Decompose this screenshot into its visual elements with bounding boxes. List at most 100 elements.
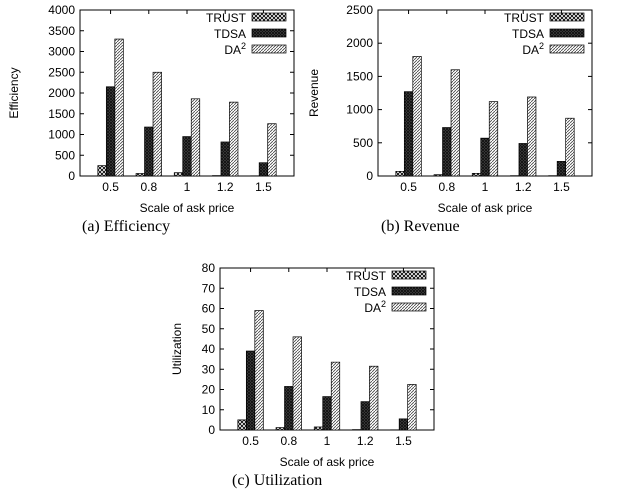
x-tick-label: 1.5 xyxy=(395,434,412,448)
bar-tdsa xyxy=(322,396,332,431)
bar-tdsa xyxy=(245,350,256,431)
x-tick-label: 1 xyxy=(324,434,331,448)
x-tick-label: 1.5 xyxy=(255,180,272,194)
caption-revenue: (b) Revenue xyxy=(381,218,460,235)
y-tick-label: 10 xyxy=(202,403,216,417)
bar-da2 xyxy=(267,123,277,177)
x-tick-label: 0.5 xyxy=(242,434,259,448)
y-tick-label: 30 xyxy=(202,362,216,376)
legend-swatch-da2 xyxy=(549,44,585,54)
bar-da2 xyxy=(369,365,379,431)
y-tick-label: 60 xyxy=(202,302,216,316)
bar-tdsa xyxy=(360,401,370,431)
bar-da2 xyxy=(527,96,537,177)
legend-label: DA2 xyxy=(364,299,386,315)
bar-tdsa xyxy=(105,86,116,177)
y-tick-label: 500 xyxy=(353,136,373,150)
legend-swatch-da2 xyxy=(251,44,287,54)
x-tick-label: 0.8 xyxy=(280,434,297,448)
legend-label: TRUST xyxy=(504,11,545,25)
legend-label: TDSA xyxy=(214,27,246,41)
y-tick-label: 1500 xyxy=(346,69,373,83)
bar-tdsa xyxy=(403,91,414,177)
y-tick-label: 2500 xyxy=(346,3,373,17)
bar-trust xyxy=(135,173,145,177)
bar-trust xyxy=(97,165,107,177)
y-axis-label: Utilization xyxy=(170,323,184,375)
x-tick-label: 0.5 xyxy=(102,180,119,194)
legend-swatch-tdsa xyxy=(251,28,287,38)
y-tick-label: 1000 xyxy=(346,103,373,117)
y-tick-label: 500 xyxy=(55,148,75,162)
x-tick-label: 0.5 xyxy=(400,180,417,194)
bar-tdsa xyxy=(284,386,294,431)
legend-label: TRUST xyxy=(206,11,247,25)
y-axis-label: Revenue xyxy=(307,69,321,117)
y-tick-label: 20 xyxy=(202,383,216,397)
y-tick-label: 4000 xyxy=(48,3,75,17)
legend-label: TDSA xyxy=(512,27,544,41)
y-tick-label: 70 xyxy=(202,281,216,295)
y-tick-label: 2000 xyxy=(346,36,373,50)
y-tick-label: 50 xyxy=(202,322,216,336)
legend-swatch-tdsa xyxy=(549,28,585,38)
bar-tdsa xyxy=(556,161,567,177)
y-tick-label: 40 xyxy=(202,342,216,356)
bar-trust xyxy=(173,172,184,177)
bar-trust xyxy=(275,427,285,431)
bar-da2 xyxy=(292,336,302,431)
bar-trust xyxy=(433,174,443,177)
y-tick-label: 0 xyxy=(366,169,373,183)
bar-trust xyxy=(313,426,324,431)
bar-da2 xyxy=(330,361,341,431)
y-tick-label: 3000 xyxy=(48,45,75,59)
y-axis-label: Efficiency xyxy=(7,67,21,118)
legend-label-superscript: 2 xyxy=(241,41,246,51)
bar-tdsa xyxy=(518,143,528,177)
y-tick-label: 80 xyxy=(202,261,216,275)
x-axis-label: Scale of ask price xyxy=(140,201,235,215)
x-tick-label: 1.2 xyxy=(217,180,234,194)
y-tick-label: 2000 xyxy=(48,86,75,100)
legend-swatch-tdsa xyxy=(391,286,427,296)
x-axis-label: Scale of ask price xyxy=(280,455,375,469)
bar-da2 xyxy=(450,69,460,177)
bar-da2 xyxy=(229,101,239,177)
bar-trust xyxy=(471,172,482,177)
x-axis-label: Scale of ask price xyxy=(438,201,533,215)
legend-swatch-da2 xyxy=(391,302,427,312)
x-tick-label: 0.8 xyxy=(438,180,455,194)
efficiency-chart: 0 500 1000 1500 2000 2500 3000 3500 4000 0.5 0.8 1 1… xyxy=(7,3,295,215)
x-tick-label: 1 xyxy=(482,180,489,194)
legend-swatch-trust xyxy=(251,12,287,22)
legend-label: TDSA xyxy=(354,285,386,299)
bar-tdsa xyxy=(398,418,409,431)
y-tick-label: 1500 xyxy=(48,107,75,121)
bar-trust xyxy=(237,419,247,431)
legend-label-superscript: 2 xyxy=(539,41,544,51)
y-tick-label: 0 xyxy=(208,423,215,437)
utilization-chart: 0 10 20 30 40 50 60 70 80 0.5 0.8 1 1.2 1.5 Scale of a… xyxy=(170,261,435,469)
bar-tdsa xyxy=(442,127,452,177)
bar-tdsa xyxy=(258,162,269,177)
bar-tdsa xyxy=(220,141,230,177)
bar-trust xyxy=(395,171,405,177)
bar-da2 xyxy=(190,98,201,177)
revenue-chart: 0 500 1000 1500 2000 2500 0.5 0.8 1 1.2 1.5 Scale o… xyxy=(307,3,593,215)
legend-label: TRUST xyxy=(346,269,387,283)
bar-da2 xyxy=(254,310,264,431)
bar-da2 xyxy=(412,56,422,177)
bar-da2 xyxy=(565,117,575,177)
x-tick-label: 1 xyxy=(184,180,191,194)
bar-da2 xyxy=(488,101,499,177)
legend-swatch-trust xyxy=(391,270,427,280)
y-tick-label: 3500 xyxy=(48,24,75,38)
bar-da2 xyxy=(407,384,417,431)
bar-tdsa xyxy=(144,126,154,177)
x-tick-label: 1.2 xyxy=(357,434,374,448)
y-tick-label: 2500 xyxy=(48,65,75,79)
y-tick-label: 1000 xyxy=(48,128,75,142)
